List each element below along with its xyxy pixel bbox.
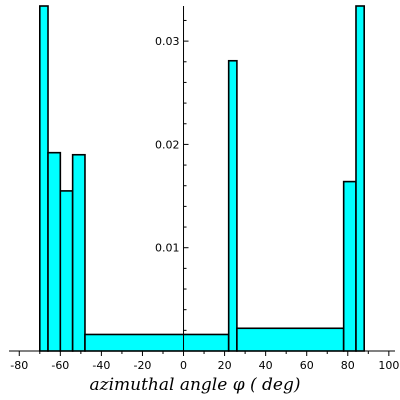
- y-tick-label: 0.01: [155, 242, 180, 255]
- histogram-bar-4: [71, 153, 86, 352]
- histogram-bar-8: [342, 180, 357, 352]
- x-tick-label: 40: [259, 359, 273, 372]
- y-tick-label: 0.03: [155, 35, 180, 48]
- x-tick-label: 20: [218, 359, 232, 372]
- x-tick-label: -20: [133, 359, 151, 372]
- histogram-bar-2: [47, 151, 62, 352]
- x-tick-label: -80: [10, 359, 28, 372]
- x-tick-label: -40: [92, 359, 110, 372]
- histogram-bar-9: [355, 5, 365, 352]
- x-tick-label: 80: [341, 359, 355, 372]
- x-tick-label: -60: [51, 359, 69, 372]
- histogram-bar-7: [236, 327, 345, 352]
- y-tick-label: 0.02: [155, 138, 180, 151]
- bars-group: [38, 5, 365, 352]
- histogram-bar-6: [227, 59, 238, 352]
- histogram-bar-1: [38, 5, 49, 352]
- histogram-bar-5: [84, 333, 230, 352]
- axes-group: -80 -60 -40 -20 0 20 40 60 80 100 0.01 0.02 0.03: [9, 6, 399, 372]
- x-axis-label: azimuthal angle φ ( deg): [89, 375, 300, 395]
- x-tick-label: 0: [180, 359, 187, 372]
- x-tick-label: 60: [300, 359, 314, 372]
- x-tick-label: 100: [378, 359, 399, 372]
- histogram-bar-3: [59, 190, 74, 352]
